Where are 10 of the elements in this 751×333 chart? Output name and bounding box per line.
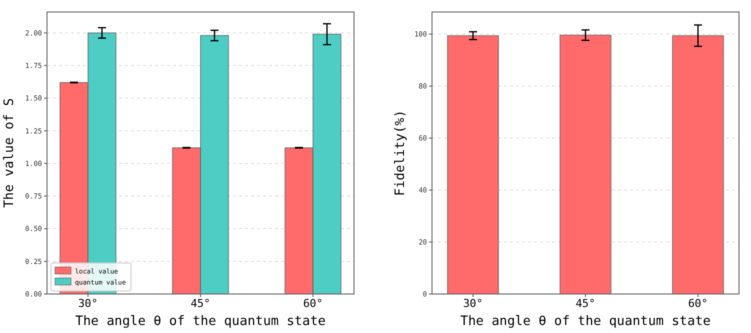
x-axis-title: The angle θ of the quantum state <box>75 314 326 329</box>
x-tick-label: 60° <box>688 297 708 310</box>
y-axis-title: Fidelity(%) <box>393 110 408 196</box>
x-tick-label: 30° <box>463 297 483 310</box>
x-axis-title: The angle θ of the quantum state <box>460 314 711 329</box>
x-tick-label: 60° <box>303 297 323 310</box>
y-axis-title: The value of S <box>2 98 17 208</box>
x-tick-label: 30° <box>78 297 98 310</box>
x-tick-label: 45° <box>576 297 596 310</box>
x-tick-label: 45° <box>190 297 210 310</box>
